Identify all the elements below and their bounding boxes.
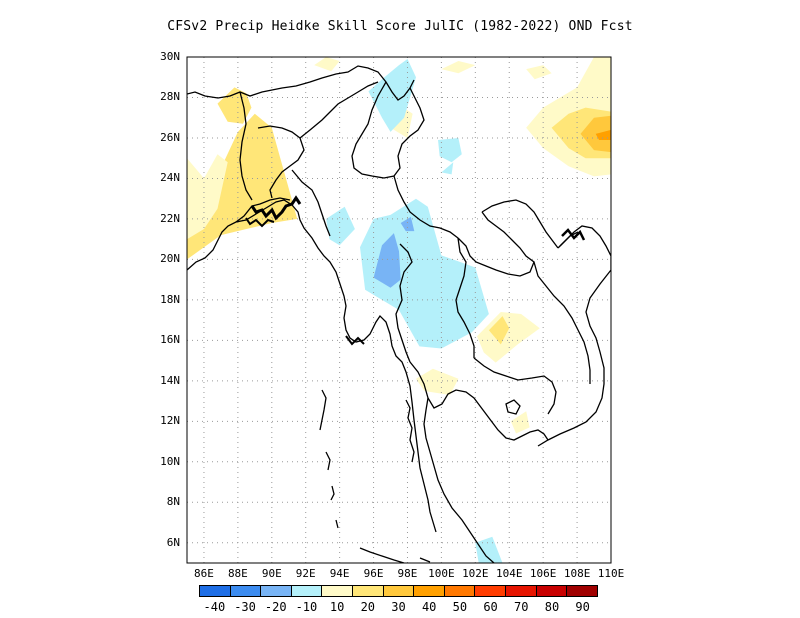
colorbar-swatch [475, 586, 507, 596]
skill-region-19 [441, 162, 454, 175]
colorbar-label: 20 [360, 600, 376, 614]
colorbar-label: 50 [452, 600, 468, 614]
colorbar-label: 10 [329, 600, 345, 614]
skill-region-21 [400, 216, 415, 232]
longitude-label: 110E [597, 567, 625, 580]
colorbar-label: 70 [514, 600, 529, 614]
delta-coast-segment [250, 195, 302, 221]
delta-coast-segment [561, 228, 586, 241]
longitude-label: 106E [529, 567, 557, 580]
skill-region-1 [187, 154, 228, 240]
skill-region-10 [390, 105, 413, 138]
skill-region-14 [510, 411, 530, 434]
skill-score-fills [187, 57, 611, 563]
latitude-label: 22N [160, 211, 180, 225]
colorbar-label: -20 [264, 600, 287, 614]
latitude-label: 18N [160, 292, 180, 306]
longitude-label: 108E [563, 567, 591, 580]
latitude-label: 24N [160, 171, 180, 185]
longitude-label: 88E [227, 567, 248, 580]
colorbar-swatch [291, 586, 323, 596]
latitude-label: 28N [160, 90, 180, 104]
delta-coast-segment [345, 335, 365, 346]
map-title: CFSv2 Precip Heidke Skill Score JulIC (1… [167, 19, 633, 34]
skill-region-3 [314, 57, 340, 72]
longitude-label: 102E [462, 567, 489, 580]
colorbar-label: 40 [421, 600, 437, 614]
skill-region-22 [475, 536, 503, 563]
latitude-label: 20N [160, 252, 180, 266]
longitude-label: 96E [363, 567, 384, 580]
delta-coast [245, 195, 586, 346]
skill-region-20 [373, 233, 401, 288]
skill-region-5 [526, 65, 552, 80]
colorbar-swatch [353, 586, 384, 596]
colorbar-label: -30 [234, 600, 256, 614]
colorbar-swatch [506, 586, 537, 596]
colorbar-label: -40 [203, 600, 226, 614]
colorbar-label: 80 [544, 600, 560, 614]
skill-region-18 [438, 138, 462, 163]
skill-region-4 [441, 61, 476, 74]
longitude-label: 98E [397, 567, 418, 580]
skill-region-13 [416, 368, 459, 395]
colorbar-swatch [230, 586, 262, 596]
colorbar-swatch [261, 586, 292, 596]
latitude-label: 10N [160, 454, 180, 468]
longitude-label: 90E [261, 567, 282, 580]
latitude-label: 8N [166, 495, 180, 509]
colorbar-label: 90 [575, 600, 590, 614]
latitude-label: 30N [160, 50, 180, 63]
colorbar-swatch [536, 586, 568, 596]
delta-coast-segment [245, 217, 275, 228]
plot-frame [186, 56, 612, 564]
longitude-label: 100E [428, 567, 455, 580]
longitude-label: 104E [495, 567, 523, 580]
colorbar-swatch [567, 586, 597, 596]
colorbar-label: -10 [295, 600, 318, 614]
skill-region-12 [488, 316, 510, 345]
skill-region-0 [187, 113, 298, 260]
latitude-label: 16N [160, 333, 180, 347]
colorbar-swatch [414, 586, 445, 596]
longitude-label: 94E [329, 567, 350, 580]
colorbar-swatch [383, 586, 415, 596]
latitude-label: 6N [166, 535, 180, 549]
colorbar-label: 30 [391, 600, 406, 614]
latitude-label: 26N [160, 130, 180, 144]
colorbar-swatch [322, 586, 354, 596]
skill-region-17 [368, 59, 416, 132]
skill-region-2 [217, 87, 252, 124]
colorbar-swatch [200, 586, 231, 596]
colorbar-swatch [444, 586, 476, 596]
lat-lon-grid [187, 57, 611, 563]
skill-region-11 [477, 312, 540, 363]
longitude-label: 86E [194, 567, 214, 580]
latitude-label: 12N [160, 414, 180, 428]
latitude-label: 14N [160, 373, 180, 387]
skill-region-16 [326, 206, 355, 246]
colorbar [199, 585, 598, 597]
colorbar-label: 60 [483, 600, 498, 614]
longitude-label: 92E [295, 567, 316, 580]
